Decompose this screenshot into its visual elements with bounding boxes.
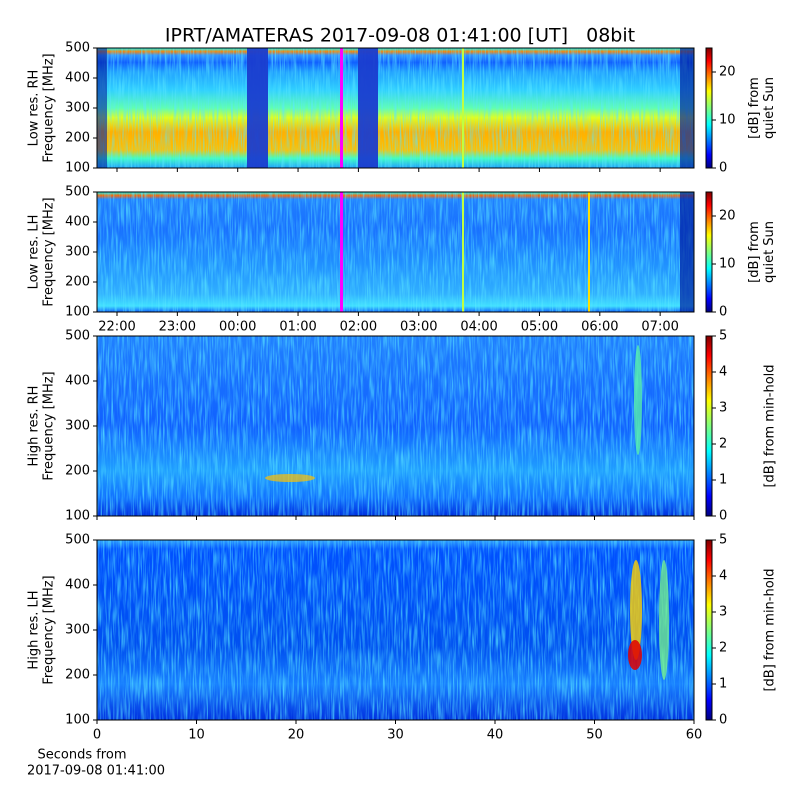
colorbar-tick-label: 0 [719,509,727,524]
colorbar-tick-label: 4 [719,365,727,380]
x-tick-label: 07:00 [641,320,678,335]
colorbar-tick-label: 10 [719,257,736,272]
colorbar-label: [dB] from min-hold [763,568,778,691]
y-tick-label: 400 [65,578,90,593]
y-tick-label: 100 [65,161,90,176]
colorbar-label: [dB] from min-hold [763,364,778,487]
y-axis-label: High res. LH [27,590,42,669]
y-axis-label: Frequency [MHz] [42,197,57,306]
panels [97,48,694,720]
colorbar-tick-label: 5 [719,533,727,548]
y-tick-label: 400 [65,71,90,86]
colorbar [705,539,713,721]
y-tick-label: 300 [65,623,90,638]
x-tick-label: 22:00 [98,320,135,335]
colorbar-tick-label: 2 [719,641,727,656]
spectrogram-texture [97,192,694,312]
y-tick-label: 400 [65,374,90,389]
x-tick-label: 05:00 [521,320,558,335]
x-tick-label: 20 [288,728,305,743]
x-tick-label: 30 [387,728,404,743]
colorbar-tick-label: 3 [719,605,727,620]
y-tick-label: 500 [65,329,90,344]
colorbar-tick-label: 5 [719,329,727,344]
colorbar-tick-label: 10 [719,113,736,128]
chart-title: IPRT/AMATERAS 2017-09-08 01:41:00 [UT] 0… [165,25,635,47]
spectrogram-texture [97,48,694,168]
colorbar-tick-label: 1 [719,677,727,692]
x-tick-label: 01:00 [279,320,316,335]
x-tick-label: 23:00 [159,320,196,335]
colorbar-tick-label: 20 [719,209,736,224]
x-tick-label: 04:00 [460,320,497,335]
colorbar-label: [dB] from [747,221,762,283]
x-tick-label: 03:00 [400,320,437,335]
y-tick-label: 100 [65,509,90,524]
colorbar-tick-label: 0 [719,713,727,728]
x-tick-label: 40 [487,728,504,743]
x-tick-label: 06:00 [581,320,618,335]
y-axis-label: Low res. LH [27,215,42,290]
y-tick-label: 400 [65,215,90,230]
y-tick-label: 200 [65,275,90,290]
colorbar [705,47,713,169]
y-tick-label: 200 [65,131,90,146]
colorbar-tick-label: 4 [719,569,727,584]
x-tick-label: 00:00 [219,320,256,335]
y-tick-label: 300 [65,245,90,260]
y-tick-label: 500 [65,41,90,56]
colorbar [705,335,713,517]
colorbar-tick-label: 2 [719,437,727,452]
x-tick-label: 60 [686,728,703,743]
x-tick-label: 02:00 [340,320,377,335]
x-axis-label: Seconds from [37,748,126,763]
colorbar-label: quiet Sun [762,77,777,139]
y-tick-label: 200 [65,464,90,479]
colorbar-tick-label: 3 [719,401,727,416]
x-tick-label: 10 [188,728,205,743]
y-axis-label: High res. RH [27,386,42,467]
x-tick-label: 0 [93,728,101,743]
y-tick-label: 200 [65,668,90,683]
spectrogram-texture [97,540,694,720]
colorbar-tick-label: 20 [719,65,736,80]
spectrogram-texture [97,336,694,516]
colorbar-label: [dB] from [747,77,762,139]
decor [97,48,694,680]
y-axis-label: Frequency [MHz] [42,53,57,162]
y-tick-label: 300 [65,419,90,434]
colorbar [705,191,713,313]
colorbar-tick-label: 0 [719,305,727,320]
colorbar-tick-label: 0 [719,161,727,176]
y-tick-label: 100 [65,305,90,320]
y-tick-label: 300 [65,101,90,116]
y-axis-label: Frequency [MHz] [42,371,57,480]
y-tick-label: 500 [65,533,90,548]
y-tick-label: 100 [65,713,90,728]
y-axis-label: Frequency [MHz] [42,575,57,684]
y-tick-label: 500 [65,185,90,200]
y-axis-label: Low res. RH [27,70,42,147]
x-tick-label: 50 [586,728,603,743]
x-axis-label: 2017-09-08 01:41:00 [27,764,165,779]
colorbar-tick-label: 1 [719,473,727,488]
colorbar-label: quiet Sun [762,221,777,283]
